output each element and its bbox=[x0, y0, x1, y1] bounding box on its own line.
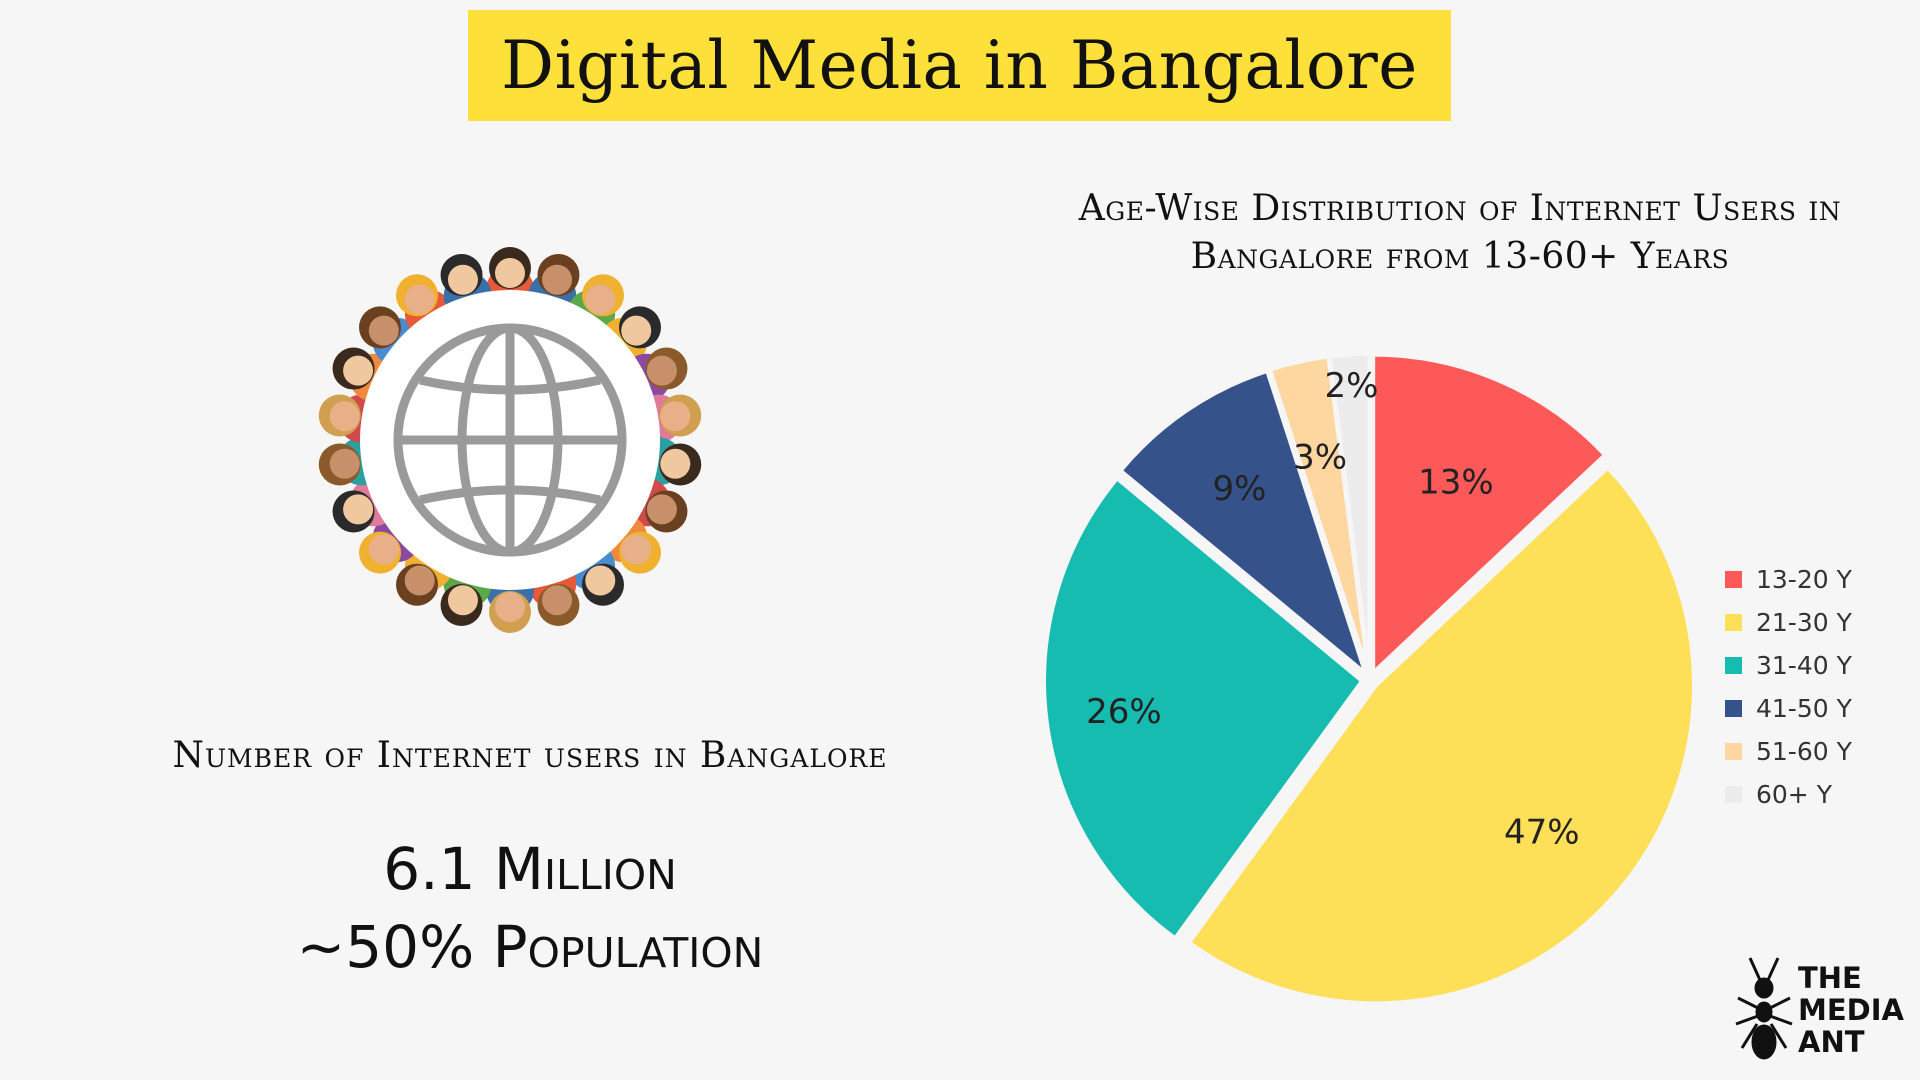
person-face bbox=[447, 264, 478, 295]
person-face bbox=[495, 258, 525, 288]
person-face bbox=[329, 401, 360, 432]
internet-users-count: 6.1 Million bbox=[383, 835, 677, 903]
person-face bbox=[404, 565, 435, 596]
pie-chart: 13% 47% 26% 9% 3% 2% bbox=[1042, 352, 1696, 1006]
legend-item: 21-30 Y bbox=[1725, 601, 1852, 644]
person-face bbox=[329, 448, 360, 479]
legend-item: 31-40 Y bbox=[1725, 644, 1852, 687]
legend-item: 60+ Y bbox=[1725, 773, 1852, 816]
person-face bbox=[404, 284, 435, 315]
person-face bbox=[495, 592, 525, 622]
person-face bbox=[343, 355, 374, 386]
legend-label: 31-40 Y bbox=[1756, 651, 1852, 680]
legend-label: 51-60 Y bbox=[1756, 737, 1852, 766]
pie-label: 13% bbox=[1418, 463, 1494, 503]
internet-users-share: ~50% Population bbox=[296, 913, 764, 981]
legend-item: 41-50 Y bbox=[1725, 687, 1852, 730]
legend-swatch bbox=[1725, 614, 1742, 631]
legend-label: 41-50 Y bbox=[1756, 694, 1852, 723]
legend-swatch bbox=[1725, 786, 1742, 803]
pie-label: 3% bbox=[1293, 438, 1347, 478]
logo-line-the: THE bbox=[1798, 961, 1862, 995]
person-face bbox=[368, 534, 399, 565]
pie-slice-41-50-y bbox=[1117, 368, 1370, 680]
legend-item: 51-60 Y bbox=[1725, 730, 1852, 773]
pie-label: 2% bbox=[1324, 366, 1378, 406]
person-face bbox=[646, 355, 677, 386]
person-face bbox=[542, 264, 573, 295]
title-banner: Digital Media in Bangalore bbox=[468, 10, 1451, 121]
person-face bbox=[621, 315, 652, 346]
person-face bbox=[660, 448, 691, 479]
legend-label: 13-20 Y bbox=[1756, 565, 1852, 594]
pie-slice-31-40-y bbox=[1042, 475, 1365, 942]
legend-item: 13-20 Y bbox=[1725, 558, 1852, 601]
pie-label: 47% bbox=[1504, 812, 1580, 852]
internet-users-label: Number of Internet users in Bangalore bbox=[172, 735, 888, 776]
person-face bbox=[660, 401, 691, 432]
chart-legend: 13-20 Y 21-30 Y 31-40 Y 41-50 Y 51-60 Y 60+ Y bbox=[1725, 558, 1852, 816]
chart-title: Age-Wise Distribution of Internet Users … bbox=[1078, 188, 1842, 277]
person-face bbox=[368, 315, 399, 346]
page-title: Digital Media in Bangalore bbox=[501, 27, 1418, 104]
legend-swatch bbox=[1725, 743, 1742, 760]
person-face bbox=[447, 585, 478, 616]
legend-label: 60+ Y bbox=[1756, 780, 1832, 809]
logo-text: THE MEDIA ANT bbox=[1798, 962, 1904, 1058]
person-face bbox=[646, 494, 677, 525]
person-face bbox=[585, 565, 616, 596]
person-face bbox=[343, 494, 374, 525]
legend-label: 21-30 Y bbox=[1756, 608, 1852, 637]
pie-label: 26% bbox=[1086, 692, 1162, 732]
globe-icon bbox=[393, 323, 627, 557]
internet-users-stat: 6.1 Million ~50% Population bbox=[80, 830, 980, 986]
person-face bbox=[585, 284, 616, 315]
ant-icon bbox=[1735, 957, 1793, 1060]
pie-slice-21-30-y bbox=[1186, 464, 1696, 1006]
person-face bbox=[542, 585, 573, 616]
legend-swatch bbox=[1725, 657, 1742, 674]
legend-swatch bbox=[1725, 571, 1742, 588]
pie-label: 9% bbox=[1213, 469, 1267, 509]
pie-slice-60-y bbox=[1327, 352, 1372, 673]
pie-slice-13-20-y bbox=[1371, 352, 1608, 678]
logo-line-ant: ANT bbox=[1798, 1025, 1865, 1059]
logo-line-media: MEDIA bbox=[1798, 993, 1904, 1027]
legend-swatch bbox=[1725, 700, 1742, 717]
people-circle-illustration bbox=[318, 247, 702, 633]
person-face bbox=[621, 534, 652, 565]
